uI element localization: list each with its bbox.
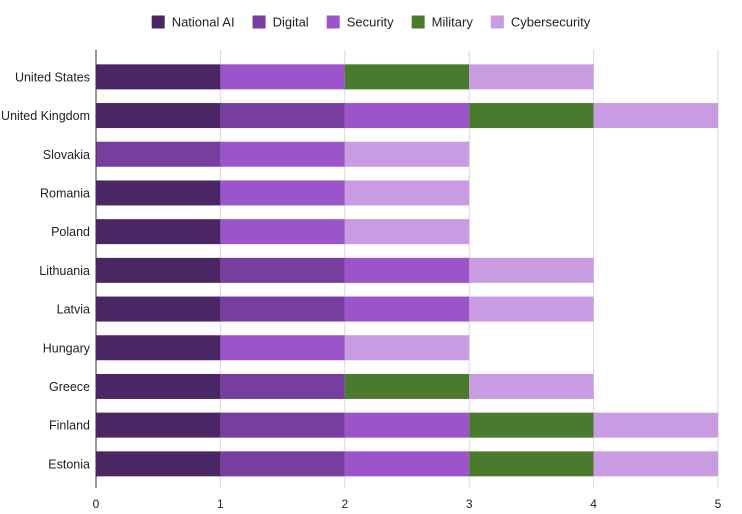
bar-segment (220, 64, 345, 90)
bar-segment (220, 373, 345, 399)
bar-segment (220, 257, 345, 283)
legend-label: Cybersecurity (511, 15, 591, 30)
bar-segment (220, 141, 345, 167)
bar-segment (344, 257, 470, 283)
x-tick-label: 3 (466, 497, 473, 511)
legend-swatch (490, 15, 504, 29)
bar-segment (220, 335, 345, 361)
legend-swatch (411, 15, 425, 29)
bar-segment (96, 180, 221, 206)
category-label: Greece (49, 380, 90, 394)
bar-segment (344, 180, 470, 206)
bar-segment (96, 373, 221, 399)
bar-segment (593, 451, 718, 477)
bar-segment (469, 103, 594, 129)
category-labels: United States United Kingdom Slovakia Roman… (1, 70, 91, 471)
bar-segment (469, 64, 594, 90)
bar-segment (96, 141, 221, 167)
x-tick-label: 2 (341, 497, 348, 511)
category-label: Finland (49, 419, 90, 433)
x-tick-label: 0 (93, 497, 100, 511)
bar-segment (344, 412, 470, 438)
bar-segment (469, 412, 594, 438)
bar-segment (220, 451, 345, 477)
legend-label: Digital (273, 15, 309, 30)
bar-segment (220, 219, 345, 245)
bar-segment (96, 412, 221, 438)
bar-segment (344, 103, 470, 129)
bars (96, 64, 718, 477)
bar-segment (96, 296, 221, 322)
x-axis-tick-labels: 0 1 2 3 4 5 (93, 497, 722, 511)
x-tick-label: 4 (590, 497, 597, 511)
bar-segment (220, 103, 345, 129)
bar-segment (96, 335, 221, 361)
bar-segment (593, 103, 718, 129)
bar-segment (96, 257, 221, 283)
category-label: Estonia (48, 457, 90, 471)
bar-segment (96, 451, 221, 477)
category-label: Poland (51, 225, 90, 239)
bar-segment (220, 412, 345, 438)
bar-segment (469, 373, 594, 399)
bar-segment (344, 373, 470, 399)
legend-item: National AI (151, 15, 235, 30)
bar-segment (220, 180, 345, 206)
bar-segment (344, 64, 470, 90)
bar-segment (344, 219, 470, 245)
bar-segment (344, 335, 470, 361)
category-label: Hungary (43, 341, 91, 355)
x-tick-label: 5 (715, 497, 722, 511)
bar-segment (96, 219, 221, 245)
bar-segment (469, 257, 594, 283)
category-label: Romania (40, 186, 90, 200)
legend-label: Security (347, 15, 394, 30)
bar-segment (96, 64, 221, 90)
legend-item: Military (411, 15, 474, 30)
category-label: Latvia (57, 303, 90, 317)
legend-swatch (252, 15, 266, 29)
bar-segment (593, 412, 718, 438)
legend-item: Digital (252, 15, 309, 30)
legend-swatch (151, 15, 165, 29)
bar-segment (220, 296, 345, 322)
bar-segment (96, 103, 221, 129)
bar-segment (469, 296, 594, 322)
category-label: Slovakia (43, 148, 90, 162)
bar-segment (469, 451, 594, 477)
category-label: United States (15, 70, 90, 84)
legend-label: National AI (172, 15, 235, 30)
legend-item: Security (326, 15, 394, 30)
bar-segment (344, 141, 470, 167)
bar-segment (344, 451, 470, 477)
legend-swatch (326, 15, 340, 29)
legend-label: Military (432, 15, 474, 30)
category-label: Lithuania (39, 264, 90, 278)
legend-item: Cybersecurity (490, 15, 591, 30)
bar-segment (344, 296, 470, 322)
legend: National AI Digital Security Military Cybers… (151, 15, 591, 30)
x-tick-label: 1 (217, 497, 224, 511)
category-label: United Kingdom (1, 109, 90, 123)
